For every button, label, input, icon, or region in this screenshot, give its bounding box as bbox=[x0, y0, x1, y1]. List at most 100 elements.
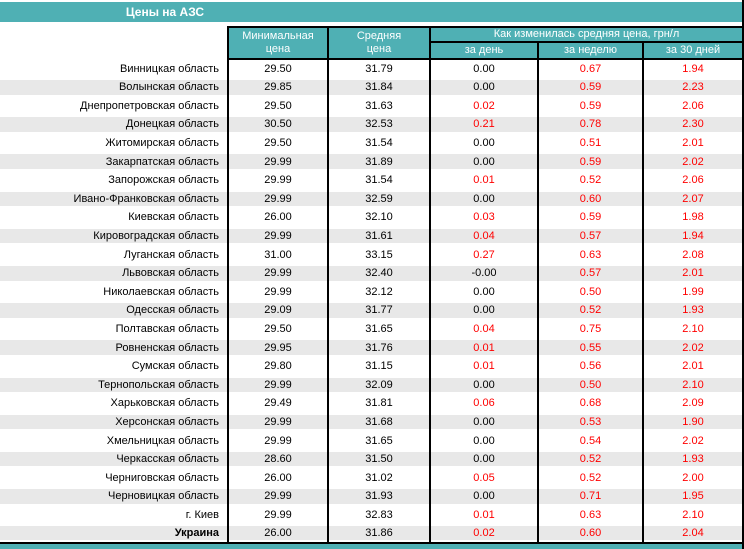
region-label: Украина bbox=[174, 527, 219, 540]
avg-price-cell: 32.10 bbox=[327, 208, 430, 227]
change-week-cell: 0.52 bbox=[537, 170, 643, 190]
table-row: Житомирская область 29.50 31.54 0.00 0.51 2.0… bbox=[0, 133, 742, 153]
change-day-cell: 0.05 bbox=[429, 468, 538, 488]
fuel-price-table: Минимальная цена Средняя цена Как измени… bbox=[0, 26, 742, 545]
change-day-cell: 0.00 bbox=[429, 133, 538, 153]
corner-empty-cell bbox=[0, 27, 228, 59]
change-month-cell: 2.00 bbox=[641, 468, 742, 488]
region-label: Ивано-Франковская область bbox=[73, 192, 219, 205]
change-week-cell: 0.63 bbox=[537, 505, 643, 525]
avg-price-cell: 31.61 bbox=[327, 226, 430, 246]
region-label: Полтавская область bbox=[115, 323, 219, 336]
change-week-cell: 0.51 bbox=[537, 133, 643, 153]
min-price-cell: 30.50 bbox=[227, 115, 328, 134]
avg-price-cell: 31.93 bbox=[327, 487, 430, 506]
table-row: Херсонская область 29.99 31.68 0.00 0.53 1.90 bbox=[0, 412, 742, 432]
table-row: Хмельницкая область 29.99 31.65 0.00 0.54 2.0… bbox=[0, 431, 742, 450]
min-price-cell: 29.99 bbox=[227, 487, 328, 506]
region-label: Закарпатская область bbox=[105, 155, 219, 168]
change-day-cell: 0.00 bbox=[429, 152, 538, 171]
change-month-cell: 1.94 bbox=[641, 226, 742, 246]
avg-price-cell: 31.76 bbox=[327, 338, 430, 357]
change-week-cell: 0.52 bbox=[537, 449, 643, 469]
change-day-cell: 0.00 bbox=[429, 412, 538, 432]
region-label: Луганская область bbox=[123, 248, 219, 261]
change-day-cell: 0.00 bbox=[429, 431, 538, 450]
region-cell: Луганская область bbox=[0, 245, 228, 264]
avg-price-cell: 31.02 bbox=[327, 468, 430, 488]
min-price-cell: 29.50 bbox=[227, 96, 328, 116]
avg-price-cell: 32.12 bbox=[327, 282, 430, 302]
table-row: Черниговская область 26.00 31.02 0.05 0.52 2.… bbox=[0, 468, 742, 488]
region-cell: Тернопольская область bbox=[0, 376, 228, 395]
min-price-cell: 29.99 bbox=[227, 263, 328, 283]
table-row: Тернопольская область 29.99 32.09 0.00 0.50 2… bbox=[0, 375, 742, 395]
table-title-bar: Цены на АЗС bbox=[0, 2, 742, 22]
min-price-cell: 29.99 bbox=[227, 170, 328, 190]
change-week-cell: 0.67 bbox=[537, 59, 643, 78]
change-month-cell: 1.95 bbox=[641, 487, 742, 506]
page-title: Цены на АЗС bbox=[125, 5, 205, 19]
change-week-cell: 0.52 bbox=[537, 301, 643, 320]
change-day-cell: 0.00 bbox=[429, 487, 538, 506]
region-label: Хмельницкая область bbox=[106, 434, 219, 447]
region-label: Киевская область bbox=[128, 211, 219, 224]
change-week-cell: 0.59 bbox=[537, 152, 643, 171]
avg-price-cell: 31.68 bbox=[327, 412, 430, 432]
avg-price-cell: 31.65 bbox=[327, 319, 430, 339]
min-price-cell: 29.50 bbox=[227, 319, 328, 339]
region-label: Николаевская область bbox=[103, 285, 219, 298]
min-price-cell: 29.99 bbox=[227, 282, 328, 302]
change-month-cell: 1.94 bbox=[641, 59, 742, 78]
min-price-cell: 29.50 bbox=[227, 59, 328, 78]
min-price-cell: 29.95 bbox=[227, 338, 328, 357]
region-cell: Ровненская область bbox=[0, 338, 228, 357]
table-row: Николаевская область 29.99 32.12 0.00 0.50 1.… bbox=[0, 282, 742, 302]
region-cell: Львовская область bbox=[0, 264, 228, 283]
change-month-cell: 1.98 bbox=[641, 208, 742, 227]
table-body: Винницкая область 29.50 31.79 0.00 0.67 1.94 В… bbox=[0, 59, 742, 545]
table-row: Ивано-Франковская область 29.99 32.59 0.00 0… bbox=[0, 189, 742, 209]
avg-price-cell: 33.15 bbox=[327, 245, 430, 264]
region-label: Днепропетровская область bbox=[80, 99, 219, 112]
region-label: Тернопольская область bbox=[98, 378, 219, 391]
avg-price-cell: 32.59 bbox=[327, 189, 430, 209]
region-cell: Сумская область bbox=[0, 357, 228, 376]
region-cell: Запорожская область bbox=[0, 171, 228, 190]
region-cell: Донецкая область bbox=[0, 115, 228, 134]
table-row: Черкасская область 28.60 31.50 0.00 0.52 1.93 bbox=[0, 449, 742, 469]
region-cell: Харьковская область bbox=[0, 394, 228, 413]
region-label: Херсонская область bbox=[115, 415, 219, 428]
region-cell: Черкасская область bbox=[0, 450, 228, 469]
region-cell: Хмельницкая область bbox=[0, 431, 228, 450]
region-cell: Кировоградская область bbox=[0, 227, 228, 246]
min-price-cell: 29.99 bbox=[227, 412, 328, 432]
table-row: Кировоградская область 29.99 31.61 0.04 0.57… bbox=[0, 226, 742, 246]
change-day-cell: 0.00 bbox=[429, 282, 538, 302]
change-month-cell: 2.01 bbox=[641, 263, 742, 283]
change-week-cell: 0.50 bbox=[537, 375, 643, 395]
change-day-cell: -0.00 bbox=[429, 263, 538, 283]
change-week-cell: 0.60 bbox=[537, 189, 643, 209]
change-week-cell: 0.63 bbox=[537, 245, 643, 264]
table-row: Киевская область 26.00 32.10 0.03 0.59 1.98 bbox=[0, 208, 742, 227]
change-day-cell: 0.00 bbox=[429, 78, 538, 97]
change-week-cell: 0.75 bbox=[537, 319, 643, 339]
col-header-change-day: за день bbox=[429, 41, 538, 60]
region-label: Житомирская область bbox=[105, 137, 219, 150]
change-day-cell: 0.01 bbox=[429, 356, 538, 376]
change-week-cell: 0.59 bbox=[537, 96, 643, 116]
region-label: Львовская область bbox=[122, 267, 219, 280]
change-day-cell: 0.00 bbox=[429, 301, 538, 320]
avg-price-cell: 31.89 bbox=[327, 152, 430, 171]
change-day-cell: 0.00 bbox=[429, 59, 538, 78]
change-month-cell: 2.02 bbox=[641, 338, 742, 357]
min-price-cell: 26.00 bbox=[227, 524, 328, 545]
table-row: Волынская область 29.85 31.84 0.00 0.59 2.23 bbox=[0, 78, 742, 97]
change-day-cell: 0.01 bbox=[429, 505, 538, 525]
region-cell: Киевская область bbox=[0, 208, 228, 227]
region-label: Сумская область bbox=[131, 360, 219, 373]
change-day-cell: 0.02 bbox=[429, 96, 538, 116]
change-month-cell: 2.06 bbox=[641, 170, 742, 190]
min-price-cell: 29.99 bbox=[227, 505, 328, 525]
